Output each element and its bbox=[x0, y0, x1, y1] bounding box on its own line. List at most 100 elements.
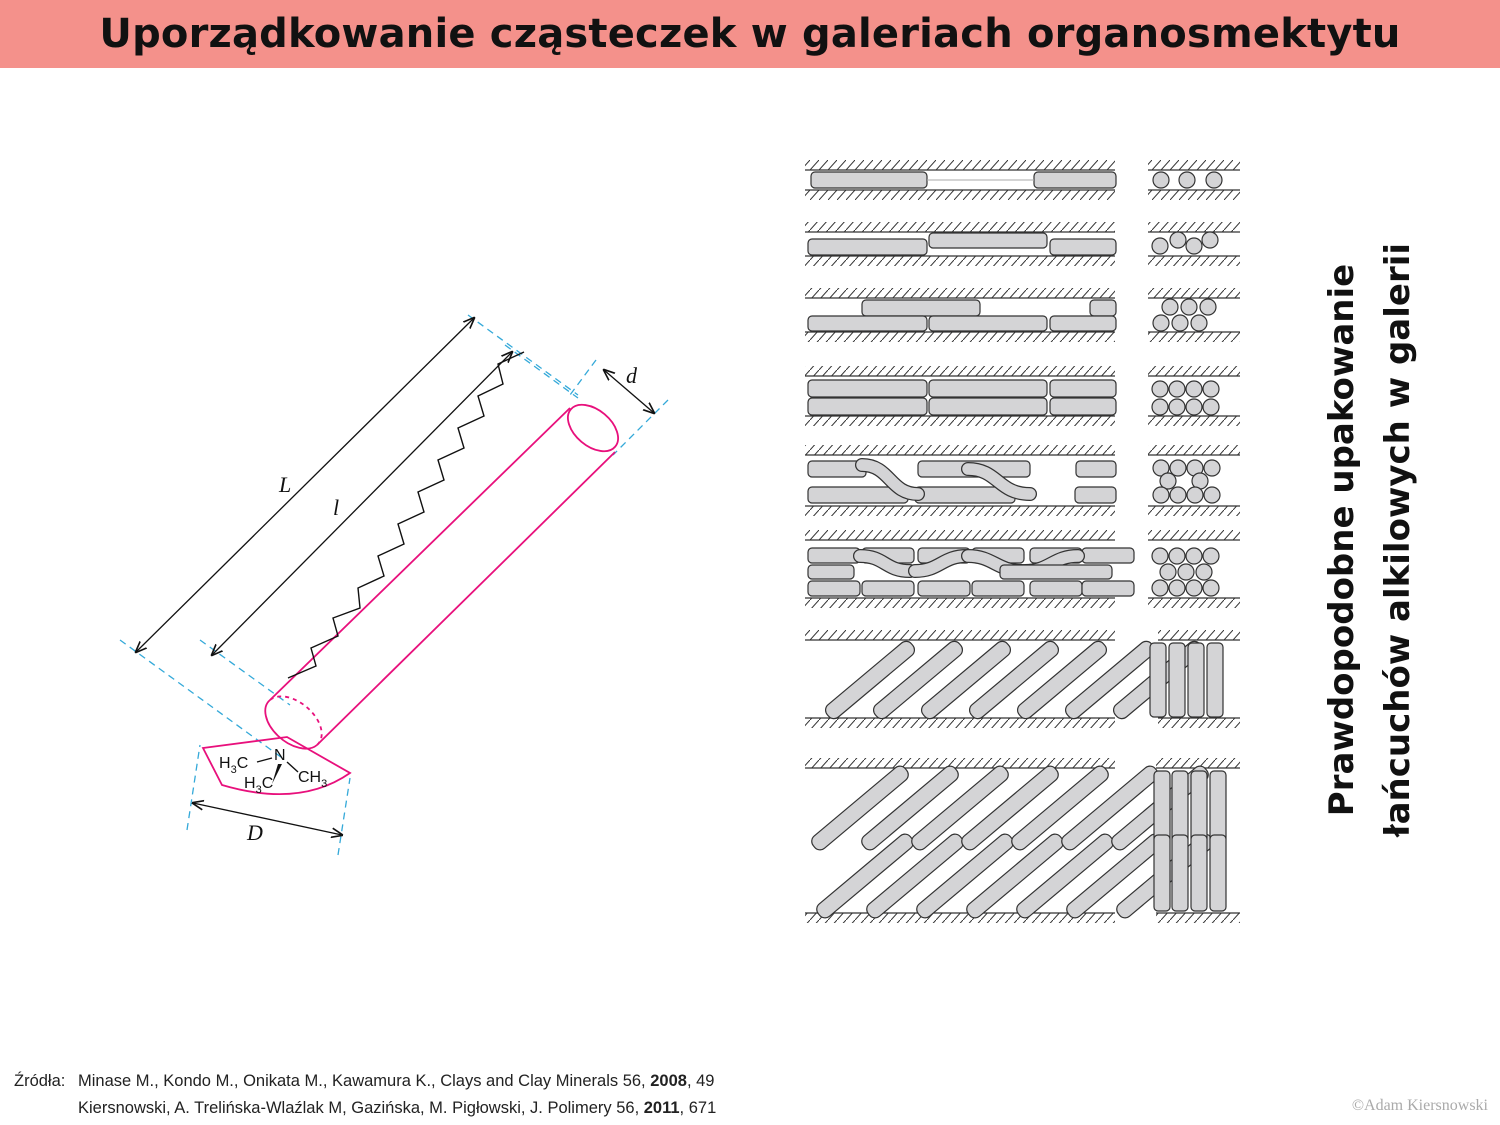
vertical-alkyl-chain bbox=[1190, 834, 1208, 912]
alkyl-chain bbox=[971, 580, 1025, 597]
chain-cross-section bbox=[1199, 298, 1217, 316]
tilted-alkyl-chain bbox=[872, 640, 964, 720]
source-2: Kiersnowski, A. Trelińska-Wlaźlak M, Gaz… bbox=[14, 1095, 716, 1122]
clay-plate-hatch bbox=[805, 630, 1115, 640]
alkyl-chain bbox=[1049, 315, 1117, 332]
vertical-alkyl-chain bbox=[1153, 770, 1171, 844]
alkyl-chain bbox=[807, 379, 928, 398]
alkyl-chain bbox=[1075, 460, 1117, 478]
chain-cross-section bbox=[1152, 486, 1170, 504]
vertical-alkyl-chain bbox=[1171, 770, 1189, 844]
tilted-alkyl-chain bbox=[861, 765, 959, 851]
clay-plate-hatch bbox=[805, 190, 1115, 200]
chain-cross-section bbox=[1201, 231, 1219, 249]
clay-plate-hatch bbox=[1148, 160, 1240, 170]
chain-cross-section bbox=[1152, 314, 1170, 332]
dimension-l-arrow bbox=[212, 352, 512, 655]
dimension-D-arrow bbox=[193, 803, 342, 835]
chain-cross-section bbox=[1151, 380, 1169, 398]
alkyl-chain bbox=[1081, 580, 1135, 597]
tilted-alkyl-chain bbox=[1016, 640, 1108, 720]
tilted-alkyl-chain bbox=[966, 833, 1064, 919]
vertical-alkyl-chain bbox=[1209, 834, 1227, 912]
tilted-alkyl-chain bbox=[1011, 765, 1109, 851]
label-d: d bbox=[626, 363, 638, 388]
chain-cross-section bbox=[1195, 563, 1213, 581]
label-L: L bbox=[278, 472, 291, 497]
chain-cross-section bbox=[1151, 398, 1169, 416]
clay-plate-hatch bbox=[805, 256, 1115, 266]
clay-plate-hatch bbox=[805, 222, 1115, 232]
clay-plate-hatch bbox=[1148, 530, 1240, 540]
vertical-alkyl-chain bbox=[1153, 834, 1171, 912]
svg-text:H3C: H3C bbox=[244, 775, 273, 796]
clay-plate-hatch bbox=[805, 332, 1115, 342]
chain-cross-section bbox=[1185, 237, 1203, 255]
clay-plate-hatch bbox=[805, 445, 1115, 455]
alkyl-chain-bend bbox=[856, 459, 924, 500]
label-l: l bbox=[333, 495, 339, 520]
alkyl-chain bbox=[807, 547, 861, 564]
chain-cross-section bbox=[1185, 579, 1203, 597]
tilted-alkyl-chain bbox=[911, 765, 1009, 851]
chain-cross-section bbox=[1152, 459, 1170, 477]
vertical-alkyl-chain bbox=[1190, 770, 1208, 844]
chain-cross-section bbox=[1159, 472, 1177, 490]
clay-plate-hatch bbox=[805, 913, 1115, 923]
alkyl-chain bbox=[928, 232, 1048, 249]
svg-text:CH3: CH3 bbox=[298, 769, 327, 790]
clay-plate-hatch bbox=[1148, 506, 1240, 516]
clay-plate-hatch bbox=[1156, 913, 1240, 923]
alkyl-chain bbox=[1074, 486, 1117, 504]
tilted-alkyl-chain bbox=[1064, 640, 1156, 720]
alkyl-chain bbox=[861, 299, 981, 317]
chain-cross-section bbox=[1169, 231, 1187, 249]
alkyl-chain-cylinder bbox=[264, 403, 619, 750]
alkyl-chain bbox=[807, 564, 855, 580]
clay-plate-hatch bbox=[805, 288, 1115, 298]
svg-text:N: N bbox=[274, 747, 286, 764]
alkyl-chain-bend bbox=[854, 550, 916, 577]
alkyl-chain bbox=[928, 379, 1048, 398]
tilted-alkyl-chain bbox=[816, 833, 914, 919]
alkyl-chain bbox=[999, 564, 1113, 580]
chain-cross-section bbox=[1202, 547, 1220, 565]
clay-plate-hatch bbox=[805, 530, 1115, 540]
copyright: ©Adam Kiersnowski bbox=[1351, 1097, 1488, 1114]
vertical-alkyl-chain bbox=[1209, 770, 1227, 844]
chain-cross-section bbox=[1169, 486, 1187, 504]
alkyl-chain bbox=[1049, 238, 1117, 256]
alkyl-chain bbox=[1049, 397, 1117, 416]
sources-label: Źródła: bbox=[14, 1072, 66, 1090]
clay-plate-hatch bbox=[1148, 598, 1240, 608]
chain-cross-section bbox=[1151, 579, 1169, 597]
tilted-alkyl-chain bbox=[1061, 765, 1159, 851]
tilted-alkyl-chain bbox=[824, 640, 916, 720]
alkyl-chain bbox=[807, 315, 928, 332]
chain-cross-section bbox=[1203, 486, 1221, 504]
source-1: Źródła: Minase M., Kondo M., Onikata M.,… bbox=[14, 1068, 716, 1095]
alkyl-chain-bend bbox=[909, 550, 973, 577]
vertical-alkyl-chain bbox=[1206, 642, 1224, 718]
clay-plate-hatch bbox=[805, 416, 1115, 426]
dimension-arrows bbox=[136, 318, 654, 835]
chain-cross-section bbox=[1152, 171, 1170, 189]
chain-cross-section bbox=[1202, 398, 1220, 416]
tilted-alkyl-chain bbox=[920, 640, 1012, 720]
tilted-alkyl-chain bbox=[961, 765, 1059, 851]
alkyl-chain bbox=[917, 580, 971, 597]
chain-cross-section bbox=[1161, 298, 1179, 316]
alkyl-chain bbox=[810, 171, 928, 189]
svg-text:H3C: H3C bbox=[219, 755, 248, 776]
source-1-text: Minase M., Kondo M., Onikata M., Kawamur… bbox=[78, 1072, 715, 1090]
clay-plate-hatch bbox=[1148, 190, 1240, 200]
clay-plate-hatch bbox=[1156, 758, 1240, 768]
chain-cross-section bbox=[1186, 486, 1204, 504]
clay-plate-hatch bbox=[1148, 445, 1240, 455]
clay-plate-hatch bbox=[805, 758, 1115, 768]
alkyl-chain bbox=[861, 580, 915, 597]
clay-plate-hatch bbox=[1148, 288, 1240, 298]
caption-line-1: Prawdopodobne upakowanie bbox=[1322, 263, 1362, 817]
alkyl-chain bbox=[807, 238, 928, 256]
caption-line-2: łańcuchów alkilowych w galerii bbox=[1378, 242, 1418, 838]
